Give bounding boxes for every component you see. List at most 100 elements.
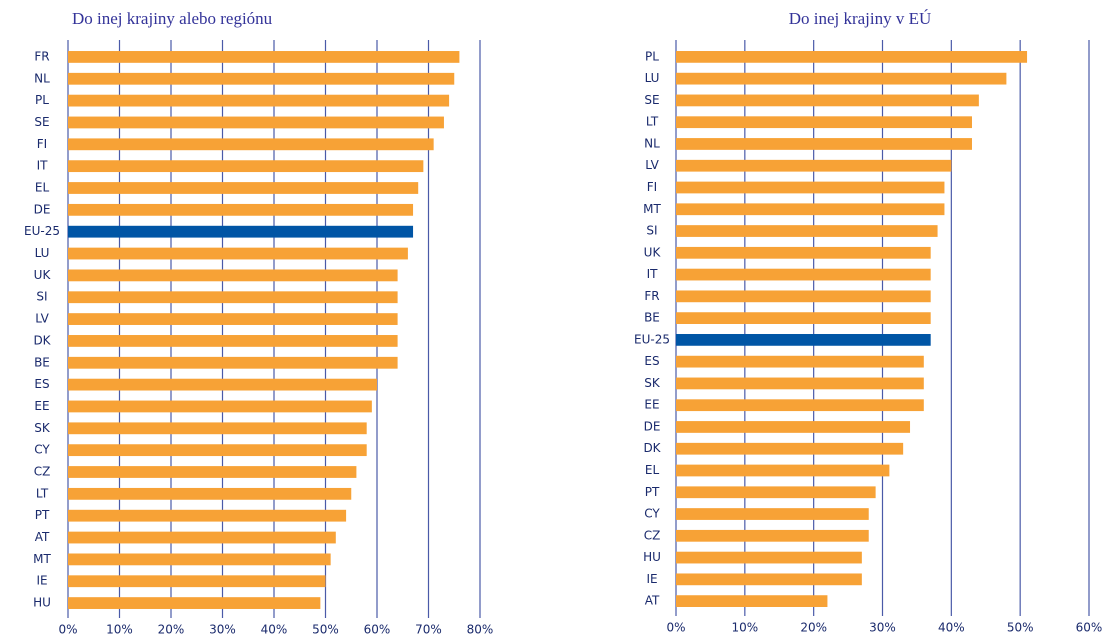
y-tick-label: LV	[645, 158, 659, 172]
y-tick-label: MT	[33, 552, 51, 566]
x-tick-label: 20%	[800, 621, 827, 635]
y-tick-label: SK	[644, 376, 661, 390]
bar	[676, 51, 1028, 63]
x-tick-label: 0%	[58, 623, 77, 637]
bar	[68, 597, 321, 609]
bar	[68, 51, 460, 63]
y-tick-label: PL	[645, 49, 659, 63]
bar	[676, 399, 924, 412]
bar	[676, 486, 876, 499]
bar	[676, 595, 828, 607]
bar	[676, 116, 972, 129]
bar	[676, 421, 911, 433]
bar	[676, 355, 924, 368]
x-tick-label: 50%	[312, 623, 339, 637]
y-tick-label: PT	[35, 508, 50, 522]
bar	[68, 160, 424, 173]
x-tick-label: 80%	[467, 623, 494, 637]
y-tick-label: EE	[34, 399, 49, 413]
x-tick-label: 60%	[1076, 621, 1103, 635]
y-tick-label: IT	[37, 159, 49, 173]
y-tick-label: PT	[645, 485, 660, 499]
bar	[68, 138, 434, 151]
bar	[68, 553, 331, 566]
y-tick-label: IE	[36, 574, 47, 588]
x-tick-label: 70%	[415, 623, 442, 637]
bar	[676, 551, 862, 564]
y-tick-label: EU-25	[24, 224, 60, 238]
y-tick-label: FR	[34, 49, 49, 63]
y-tick-label: DK	[643, 441, 661, 455]
y-tick-label: EE	[644, 398, 659, 412]
y-tick-label: DK	[33, 333, 51, 347]
bar	[68, 466, 357, 478]
y-tick-label: AT	[645, 594, 660, 608]
y-tick-label: UK	[644, 245, 662, 259]
bar	[676, 181, 945, 194]
y-tick-label: FI	[647, 180, 657, 194]
y-tick-label: CY	[34, 443, 50, 457]
y-tick-label: ES	[34, 377, 49, 391]
bar	[68, 378, 377, 391]
bar	[68, 203, 414, 216]
bar	[68, 116, 444, 129]
x-tick-label: 10%	[731, 621, 758, 635]
bar	[676, 529, 869, 542]
bar	[68, 531, 336, 544]
bar	[676, 72, 1007, 85]
bar	[676, 377, 924, 390]
bar	[676, 290, 931, 303]
bar	[68, 313, 398, 325]
x-tick-label: 0%	[666, 621, 685, 635]
y-tick-label: SE	[644, 93, 659, 107]
bar	[68, 247, 408, 260]
y-tick-label: BE	[34, 355, 50, 369]
chart-title: Do inej krajiny v EÚ	[789, 9, 932, 28]
bar	[676, 508, 869, 520]
y-tick-label: SE	[34, 115, 49, 129]
y-tick-label: CZ	[34, 465, 51, 479]
y-tick-label: HU	[643, 550, 661, 564]
bar	[676, 312, 931, 324]
y-tick-label: LV	[35, 312, 49, 326]
bar	[676, 442, 904, 455]
bar	[68, 225, 414, 238]
y-tick-label: DE	[34, 202, 51, 216]
y-tick-label: UK	[34, 268, 52, 282]
y-tick-label: AT	[35, 530, 50, 544]
bar	[676, 225, 938, 237]
bar	[676, 268, 931, 281]
y-tick-label: IE	[646, 572, 657, 586]
y-tick-label: IT	[647, 267, 659, 281]
y-tick-label: BE	[644, 311, 660, 325]
bar	[676, 138, 972, 150]
y-tick-label: CZ	[644, 528, 661, 542]
y-tick-label: SI	[646, 224, 657, 238]
bar	[676, 246, 931, 259]
bar	[676, 94, 979, 107]
y-tick-label: PL	[35, 93, 49, 107]
bar	[68, 335, 398, 347]
y-tick-label: EU-25	[634, 332, 670, 346]
y-tick-label: NL	[644, 136, 660, 150]
x-tick-label: 10%	[106, 623, 133, 637]
bar	[68, 509, 347, 522]
y-tick-label: EL	[645, 463, 660, 477]
bar	[676, 334, 931, 346]
bar	[68, 72, 455, 85]
y-tick-label: HU	[33, 596, 51, 610]
bar	[68, 575, 326, 588]
y-tick-label: NL	[34, 71, 50, 85]
bar	[676, 464, 890, 477]
bar	[68, 182, 419, 194]
x-tick-label: 50%	[1007, 621, 1034, 635]
bar	[676, 159, 952, 172]
y-tick-label: LU	[35, 246, 50, 260]
y-tick-label: LT	[646, 115, 659, 129]
y-tick-label: CY	[644, 507, 660, 521]
x-tick-label: 40%	[261, 623, 288, 637]
y-tick-label: EL	[35, 181, 50, 195]
x-tick-label: 30%	[209, 623, 236, 637]
bar	[68, 400, 372, 413]
